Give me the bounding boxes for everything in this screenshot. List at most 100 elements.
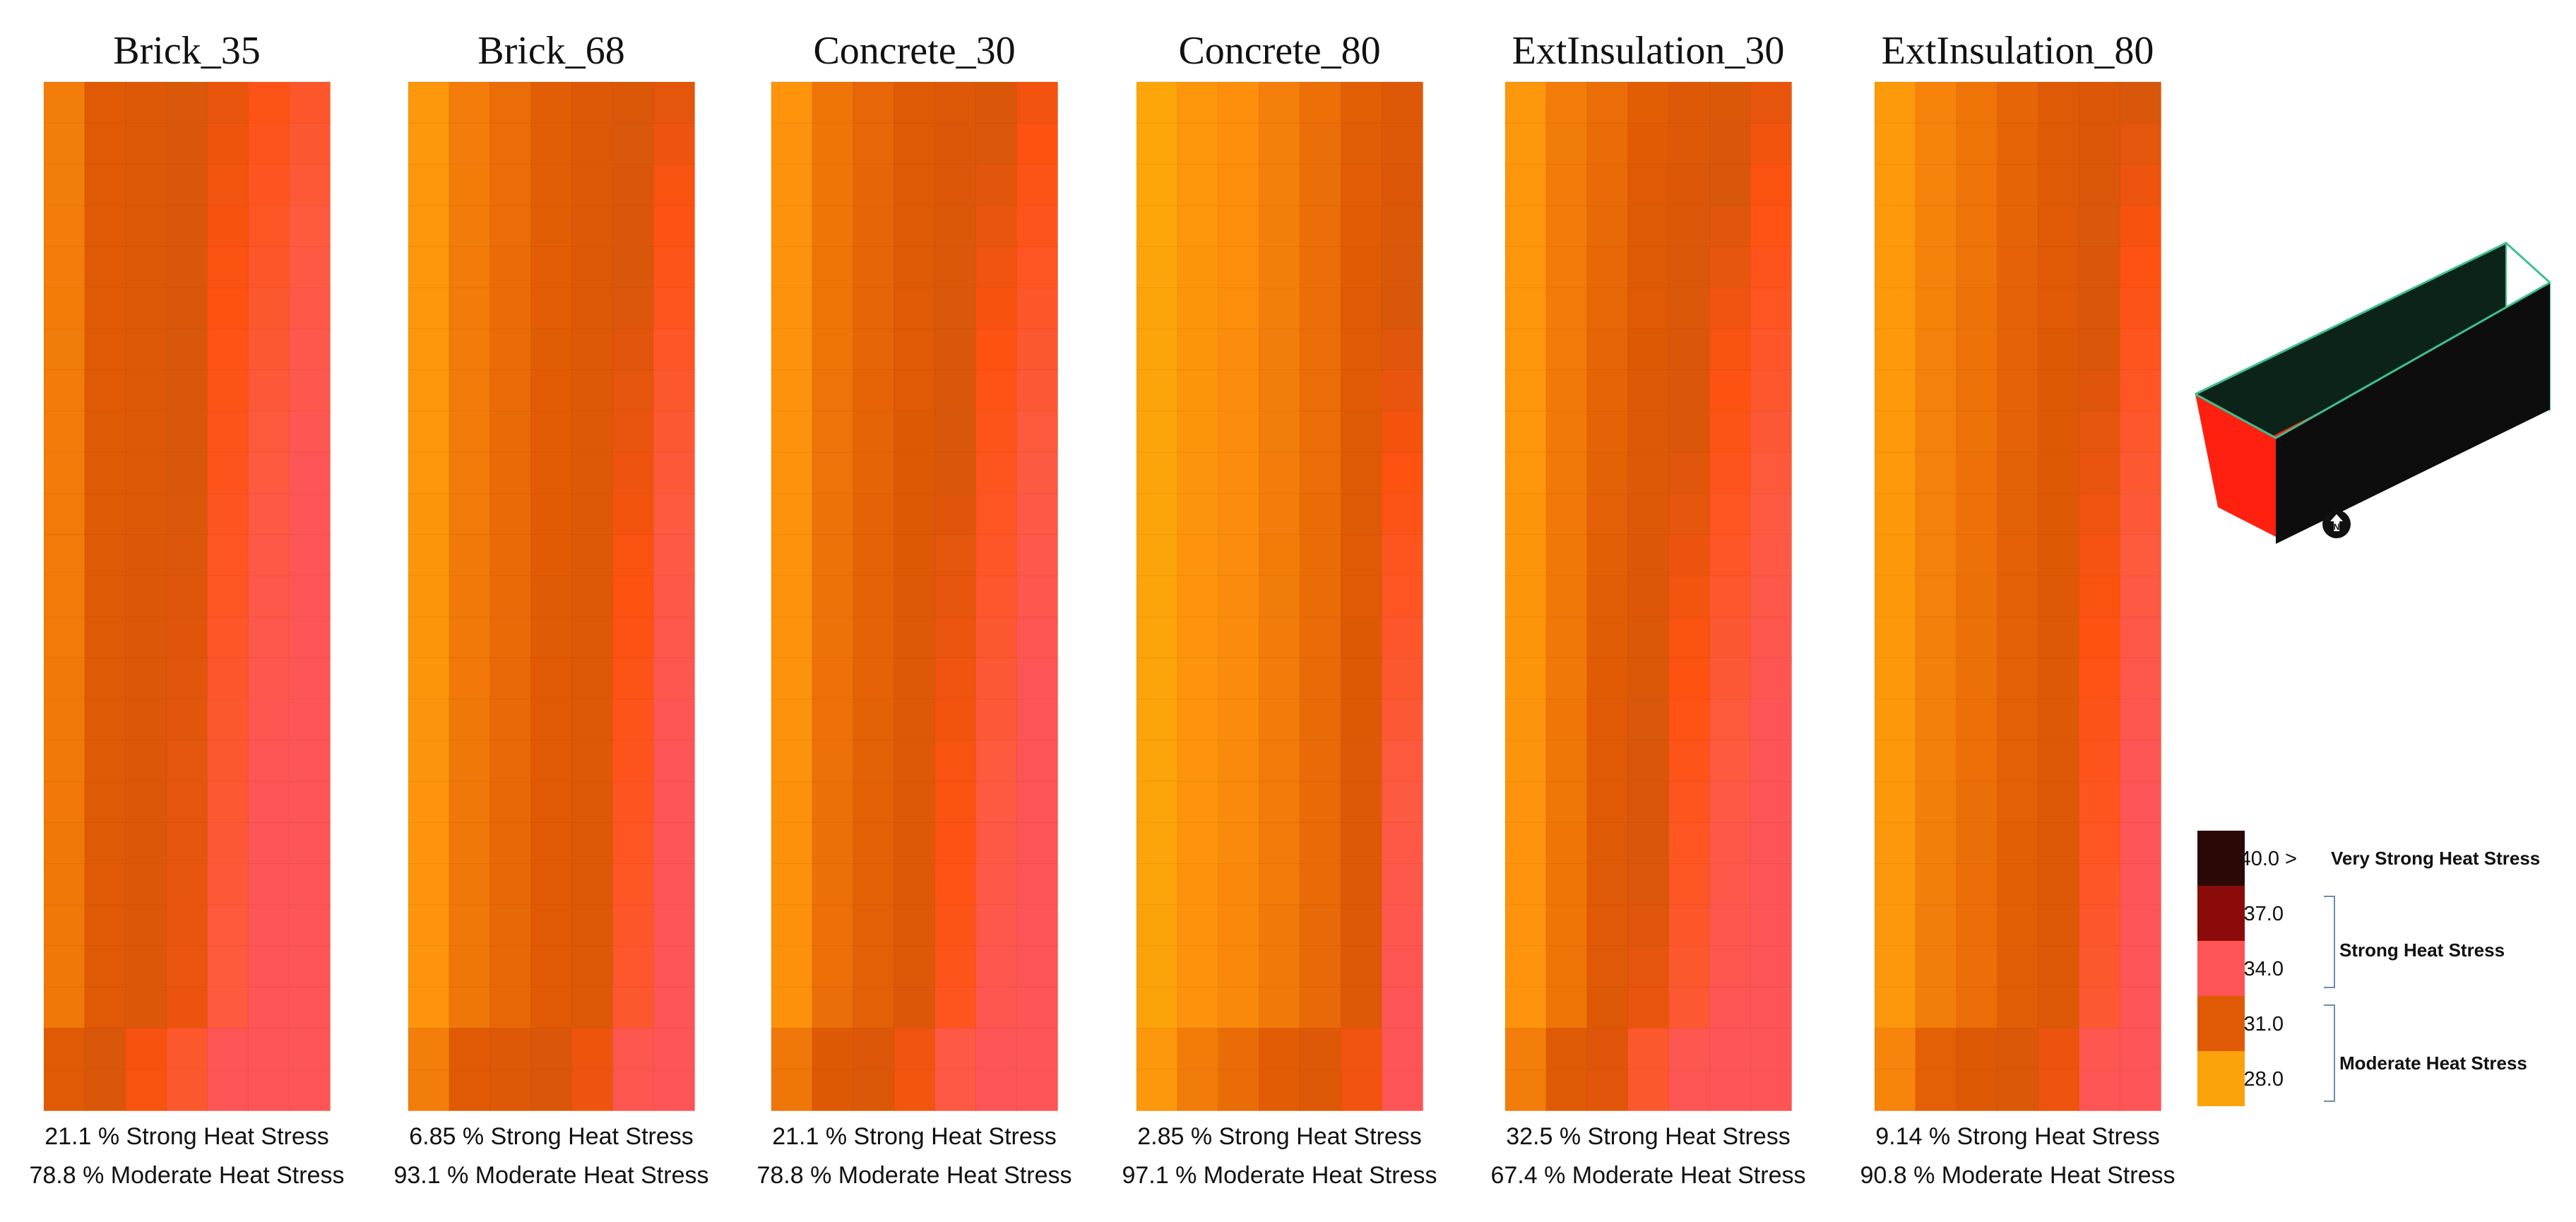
heatmap-cell: [1299, 821, 1342, 865]
heatmap-cell: [2119, 575, 2162, 618]
heatmap-cell: [288, 616, 331, 659]
heatmap-cell: [1915, 699, 1957, 741]
heatmap-cell: [489, 328, 532, 371]
heatmap-cell: [84, 1028, 126, 1070]
heatmap-cell: [166, 740, 208, 783]
heatmap-cell: [975, 821, 1018, 865]
heatmap-cell: [1340, 369, 1383, 413]
heatmap-cell: [1627, 205, 1670, 248]
heatmap-cell: [612, 122, 655, 165]
heatmap-cell: [489, 81, 532, 124]
heatmap-cell: [894, 821, 936, 865]
heatmap-cell: [1668, 287, 1711, 330]
heatmap-cell: [1545, 246, 1588, 289]
heatmap-cell: [1299, 246, 1342, 289]
heatmap-cell: [288, 863, 331, 906]
heatmap-cell: [1218, 821, 1260, 865]
heatmap-cell: [2119, 616, 2162, 659]
heatmap-cell: [530, 740, 573, 783]
heatmap-cell: [853, 122, 895, 165]
heatmap-cell: [43, 657, 85, 700]
heatmap-cell: [653, 575, 696, 618]
legend-bracket: [2324, 896, 2335, 988]
heatmap-cell: [1627, 1028, 1670, 1070]
heatmap-cell: [1874, 163, 1916, 206]
heatmap-cell: [43, 163, 85, 206]
heatmap-cell: [1259, 904, 1301, 947]
heatmap-cell: [1299, 81, 1342, 124]
heatmap-cell: [489, 492, 532, 535]
heatmap-cell: [449, 740, 491, 783]
heatmap-cell: [1016, 699, 1059, 741]
heatmap-cell: [853, 246, 895, 289]
heatmap-cell: [206, 163, 249, 206]
heatmap-cell: [1504, 863, 1547, 906]
heatmap-cell: [2078, 369, 2121, 413]
heatmap-cell: [571, 205, 614, 248]
heatmap-cell: [975, 287, 1018, 330]
heatmap-cell: [1177, 740, 1219, 783]
heatmap-cell: [571, 740, 614, 783]
heatmap-cell: [934, 410, 977, 453]
heatmap-cell: [43, 287, 85, 330]
heatmap-cell: [771, 904, 813, 947]
heatmap-cell: [653, 821, 696, 865]
heatmap-cell: [1709, 163, 1752, 206]
heatmap-cell: [206, 451, 249, 494]
heatmap-cell: [975, 163, 1018, 206]
heatmap-cell: [408, 81, 450, 124]
heatmap-cell: [1177, 328, 1219, 371]
heatmap-cell: [1709, 863, 1752, 906]
heatmap-cell: [43, 492, 85, 535]
heatmap-cell: [1381, 287, 1424, 330]
heatmap-cell: [934, 1069, 977, 1112]
heatmap-cell: [1586, 821, 1629, 865]
heatmap-cell: [571, 781, 614, 824]
heatmap-cell: [1627, 945, 1670, 988]
heatmap-cell: [1627, 246, 1670, 289]
heatmap-cell: [43, 781, 85, 824]
heatmap-cell: [1627, 781, 1670, 824]
heatmap-cell: [975, 945, 1018, 988]
heatmap-cell: [408, 821, 450, 865]
heatmap-cell: [1997, 863, 2039, 906]
heatmap-cell: [1668, 122, 1711, 165]
heatmap-cell: [975, 575, 1018, 618]
heatmap-cell: [125, 699, 167, 741]
heatmap-cell: [1016, 246, 1059, 289]
heatmap-cell: [1177, 410, 1219, 453]
heatmap-cell: [530, 986, 573, 1029]
heatmap-cell: [771, 328, 813, 371]
heatmap-cell: [1627, 699, 1670, 741]
heatmap-cell: [1956, 1028, 1998, 1070]
heatmap-cell: [84, 122, 126, 165]
heatmap-cell: [1259, 287, 1301, 330]
heatmap-cell: [1668, 781, 1711, 824]
heatmap-cell: [853, 287, 895, 330]
heatmap-cell: [771, 1028, 813, 1070]
heatmap-cell: [612, 699, 655, 741]
heatmap-cell: [1016, 369, 1059, 413]
heatmap-cell: [1874, 122, 1916, 165]
heatmap-cell: [653, 1028, 696, 1070]
heatmap-cell: [1136, 246, 1178, 289]
heatmap-cell: [408, 657, 450, 700]
heatmap-cell: [530, 81, 573, 124]
heatmap-cell: [206, 657, 249, 700]
heatmap-cell: [247, 575, 290, 618]
heatmap-cell: [2037, 904, 2080, 947]
heatmap-cell: [612, 986, 655, 1029]
heatmap-cell: [812, 575, 854, 618]
heatmap-cell: [771, 616, 813, 659]
heatmap-cell: [1586, 410, 1629, 453]
heatmap-cell: [1627, 904, 1670, 947]
heatmap-cell: [1956, 699, 1998, 741]
heatmap-cell: [2119, 534, 2162, 576]
heatmap-cell: [853, 945, 895, 988]
heatmap-cell: [1504, 699, 1547, 741]
heatmap-cell: [1218, 451, 1260, 494]
heatmap-cell: [1299, 205, 1342, 248]
heatmap-cell: [2078, 781, 2121, 824]
heatmap-cell: [853, 369, 895, 413]
heatmap-cell: [771, 986, 813, 1029]
